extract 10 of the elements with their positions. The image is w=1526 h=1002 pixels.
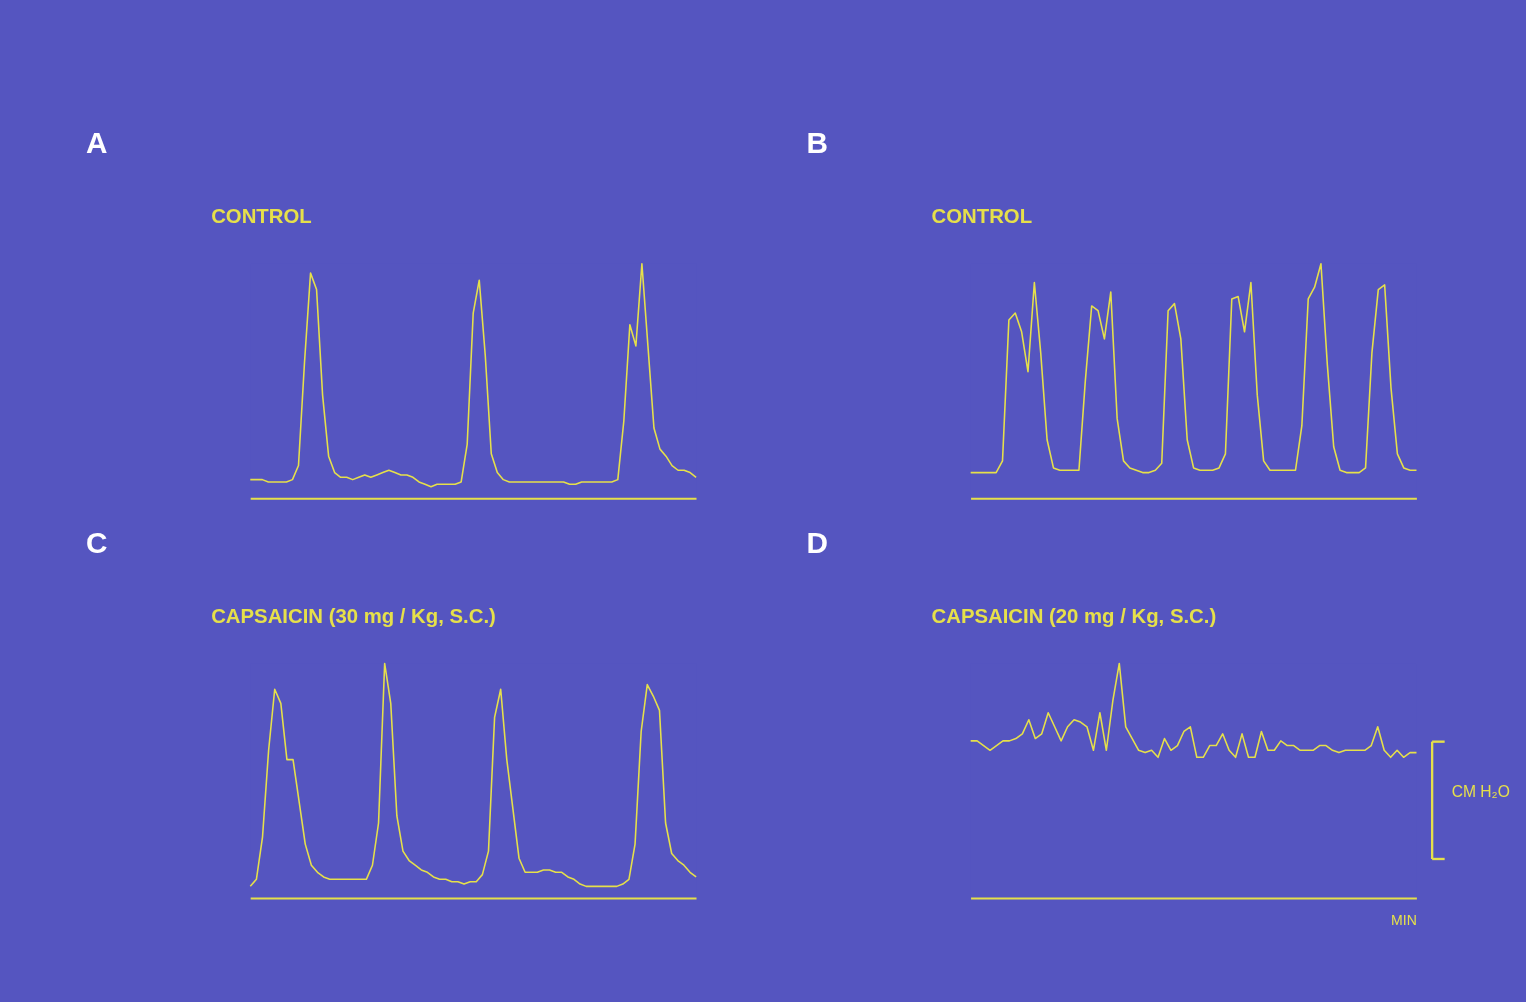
chart-subtitle: CAPSAICIN (30 mg / Kg, S.C.) [211, 604, 496, 627]
chart-title: A [86, 126, 108, 160]
chart-subtitle: CONTROL [931, 205, 1033, 228]
chart-title: D [806, 526, 828, 560]
chart-subtitle: CONTROL [211, 205, 312, 228]
text: CM H₂O [1451, 783, 1510, 801]
x-axis-title: MIN [1391, 912, 1417, 929]
chart-title: B [806, 126, 828, 160]
chart-title: C [86, 526, 108, 560]
chart-subtitle: CAPSAICIN (20 mg / Kg, S.C.) [931, 604, 1217, 627]
